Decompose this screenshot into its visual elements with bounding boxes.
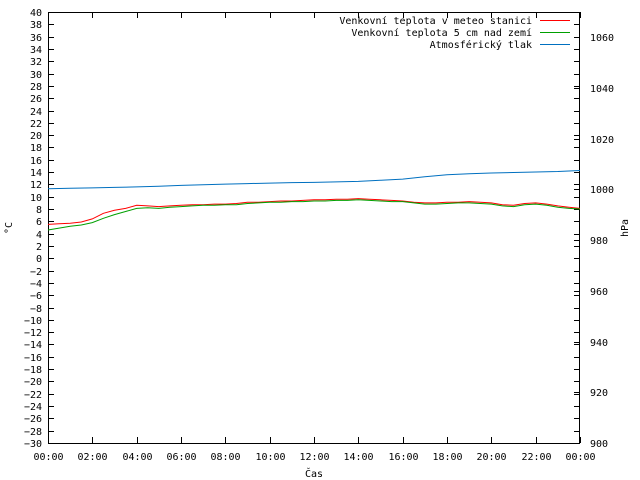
x-tick-label: 18:00 (432, 452, 462, 463)
legend-label: Atmosférický tlak (430, 39, 532, 51)
x-tick-label: 10:00 (255, 452, 285, 463)
x-axis: 00:00 02:00 04:00 06:00 08:00 10:00 12:00 14:00… (33, 12, 596, 463)
x-tick-label: 12:00 (299, 452, 329, 463)
left-tick-label: 16 (30, 156, 42, 167)
left-tick-label: 34 (30, 45, 42, 56)
left-tick-label: −22 (24, 390, 42, 401)
legend: Venkovní teplota v meteo staniciVenkovní… (339, 15, 570, 51)
left-tick-label: −10 (24, 316, 42, 327)
right-tick-label: 1060 (590, 33, 614, 44)
right-tick-label: 1040 (590, 84, 614, 95)
left-tick-label: 10 (30, 193, 42, 204)
left-tick-label: 20 (30, 131, 42, 142)
left-tick-label: −20 (24, 377, 42, 388)
right-tick-label: 1020 (590, 135, 614, 146)
left-axis: −30−28−26−24−22−20−18−16−14−12−10−8−6−4−… (24, 8, 580, 450)
series-line-3 (47, 170, 581, 190)
left-tick-label: 6 (36, 217, 42, 228)
x-tick-label: 20:00 (476, 452, 506, 463)
legend-label: Venkovní teplota v meteo stanici (339, 15, 532, 27)
left-tick-label: 26 (30, 94, 42, 105)
left-tick-label: −2 (30, 267, 42, 278)
right-tick-label: 980 (590, 236, 608, 247)
plot-frame (48, 12, 580, 444)
left-tick-label: 2 (36, 242, 42, 253)
y-axis-right-label: hPa (620, 219, 631, 237)
left-tick-label: −4 (30, 279, 42, 290)
left-tick-label: 28 (30, 82, 42, 93)
left-tick-label: −18 (24, 365, 42, 376)
right-axis: 900 920 940 960 980 1000 1020 1040 1060 (574, 33, 614, 450)
left-tick-label: −30 (24, 439, 42, 450)
x-tick-label: 04:00 (122, 452, 152, 463)
left-tick-label: −16 (24, 353, 42, 364)
x-tick-label: 08:00 (210, 452, 240, 463)
left-tick-label: −6 (30, 291, 42, 302)
left-tick-label: 30 (30, 70, 42, 81)
left-tick-label: 14 (30, 168, 42, 179)
x-tick-label: 16:00 (388, 452, 418, 463)
left-tick-label: 12 (30, 180, 42, 191)
x-tick-label: 14:00 (343, 452, 373, 463)
left-tick-label: 40 (30, 8, 42, 19)
left-tick-label: 36 (30, 33, 42, 44)
x-tick-label: 22:00 (521, 452, 551, 463)
series-line-2 (47, 199, 581, 231)
series-layer (47, 170, 581, 231)
right-tick-label: 940 (590, 338, 608, 349)
y-axis-left-label: °C (4, 222, 15, 234)
left-tick-label: 32 (30, 57, 42, 68)
x-axis-label: Čas (305, 467, 323, 480)
right-tick-label: 1000 (590, 185, 614, 196)
right-tick-label: 900 (590, 439, 608, 450)
left-tick-label: −14 (24, 340, 42, 351)
x-tick-label: 02:00 (77, 452, 107, 463)
left-tick-label: 24 (30, 107, 42, 118)
right-tick-label: 920 (590, 388, 608, 399)
left-tick-label: −24 (24, 402, 42, 413)
left-tick-label: −8 (30, 304, 42, 315)
left-tick-label: −28 (24, 427, 42, 438)
x-tick-label: 00:00 (33, 452, 63, 463)
right-tick-label: 960 (590, 287, 608, 298)
x-tick-label: 00:00 (565, 452, 595, 463)
left-tick-label: 18 (30, 143, 42, 154)
left-tick-label: −26 (24, 414, 42, 425)
left-tick-label: 0 (36, 254, 42, 265)
legend-label: Venkovní teplota 5 cm nad zemí (351, 27, 532, 39)
left-tick-label: −12 (24, 328, 42, 339)
series-line-1 (47, 198, 581, 225)
left-tick-label: 8 (36, 205, 42, 216)
left-tick-label: 4 (36, 230, 42, 241)
left-tick-label: 38 (30, 20, 42, 31)
left-tick-label: 22 (30, 119, 42, 130)
x-tick-label: 06:00 (166, 452, 196, 463)
